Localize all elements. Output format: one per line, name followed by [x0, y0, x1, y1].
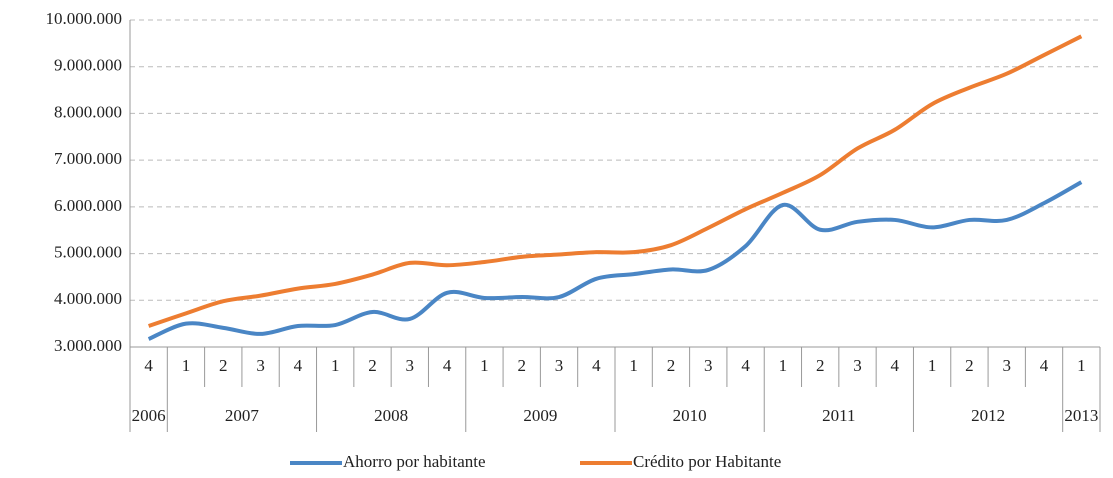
- year-label: 2012: [971, 406, 1005, 425]
- line: [147, 180, 1083, 341]
- x-tick-label: 1: [182, 356, 191, 375]
- x-tick-label: 1: [480, 356, 489, 375]
- x-tick-label: 3: [1002, 356, 1011, 375]
- x-tick-label: 4: [592, 356, 601, 375]
- y-tick-label: 9.000.000: [54, 56, 122, 75]
- y-tick-label: 7.000.000: [54, 149, 122, 168]
- x-tick-label: 2: [368, 356, 377, 375]
- x-tick-label: 2: [517, 356, 526, 375]
- x-tick-label: 1: [629, 356, 638, 375]
- year-label: 2013: [1064, 406, 1098, 425]
- x-tick-label: 4: [741, 356, 750, 375]
- y-tick-label: 3.000.000: [54, 336, 122, 355]
- x-tick-label: 3: [256, 356, 265, 375]
- y-tick-label: 4.000.000: [54, 289, 122, 308]
- x-tick-label: 4: [144, 356, 153, 375]
- x-tick-label: 2: [965, 356, 974, 375]
- x-tick-label: 3: [406, 356, 415, 375]
- x-tick-label: 2: [816, 356, 825, 375]
- year-label: 2010: [673, 406, 707, 425]
- x-tick-label: 2: [219, 356, 228, 375]
- x-tick-label: 3: [853, 356, 862, 375]
- year-label: 2011: [822, 406, 855, 425]
- year-label: 2009: [523, 406, 557, 425]
- x-tick-label: 3: [555, 356, 564, 375]
- x-tick-label: 4: [443, 356, 452, 375]
- x-tick-label: 2: [667, 356, 676, 375]
- x-tick-label: 1: [779, 356, 788, 375]
- year-label: 2007: [225, 406, 260, 425]
- year-label: 2008: [374, 406, 408, 425]
- x-tick-label: 1: [928, 356, 937, 375]
- x-tick-label: 4: [294, 356, 303, 375]
- y-tick-label: 5.000.000: [54, 242, 122, 261]
- legend-label: Crédito por Habitante: [633, 452, 781, 471]
- legend-label: Ahorro por habitante: [343, 452, 486, 471]
- x-tick-label: 4: [891, 356, 900, 375]
- y-tick-label: 10.000.000: [46, 9, 123, 28]
- y-tick-label: 8.000.000: [54, 102, 122, 121]
- year-label: 2006: [132, 406, 166, 425]
- x-tick-label: 4: [1040, 356, 1049, 375]
- x-tick-label: 3: [704, 356, 713, 375]
- y-tick-label: 6.000.000: [54, 196, 122, 215]
- x-tick-label: 1: [1077, 356, 1086, 375]
- x-tick-label: 1: [331, 356, 340, 375]
- line: [148, 34, 1083, 328]
